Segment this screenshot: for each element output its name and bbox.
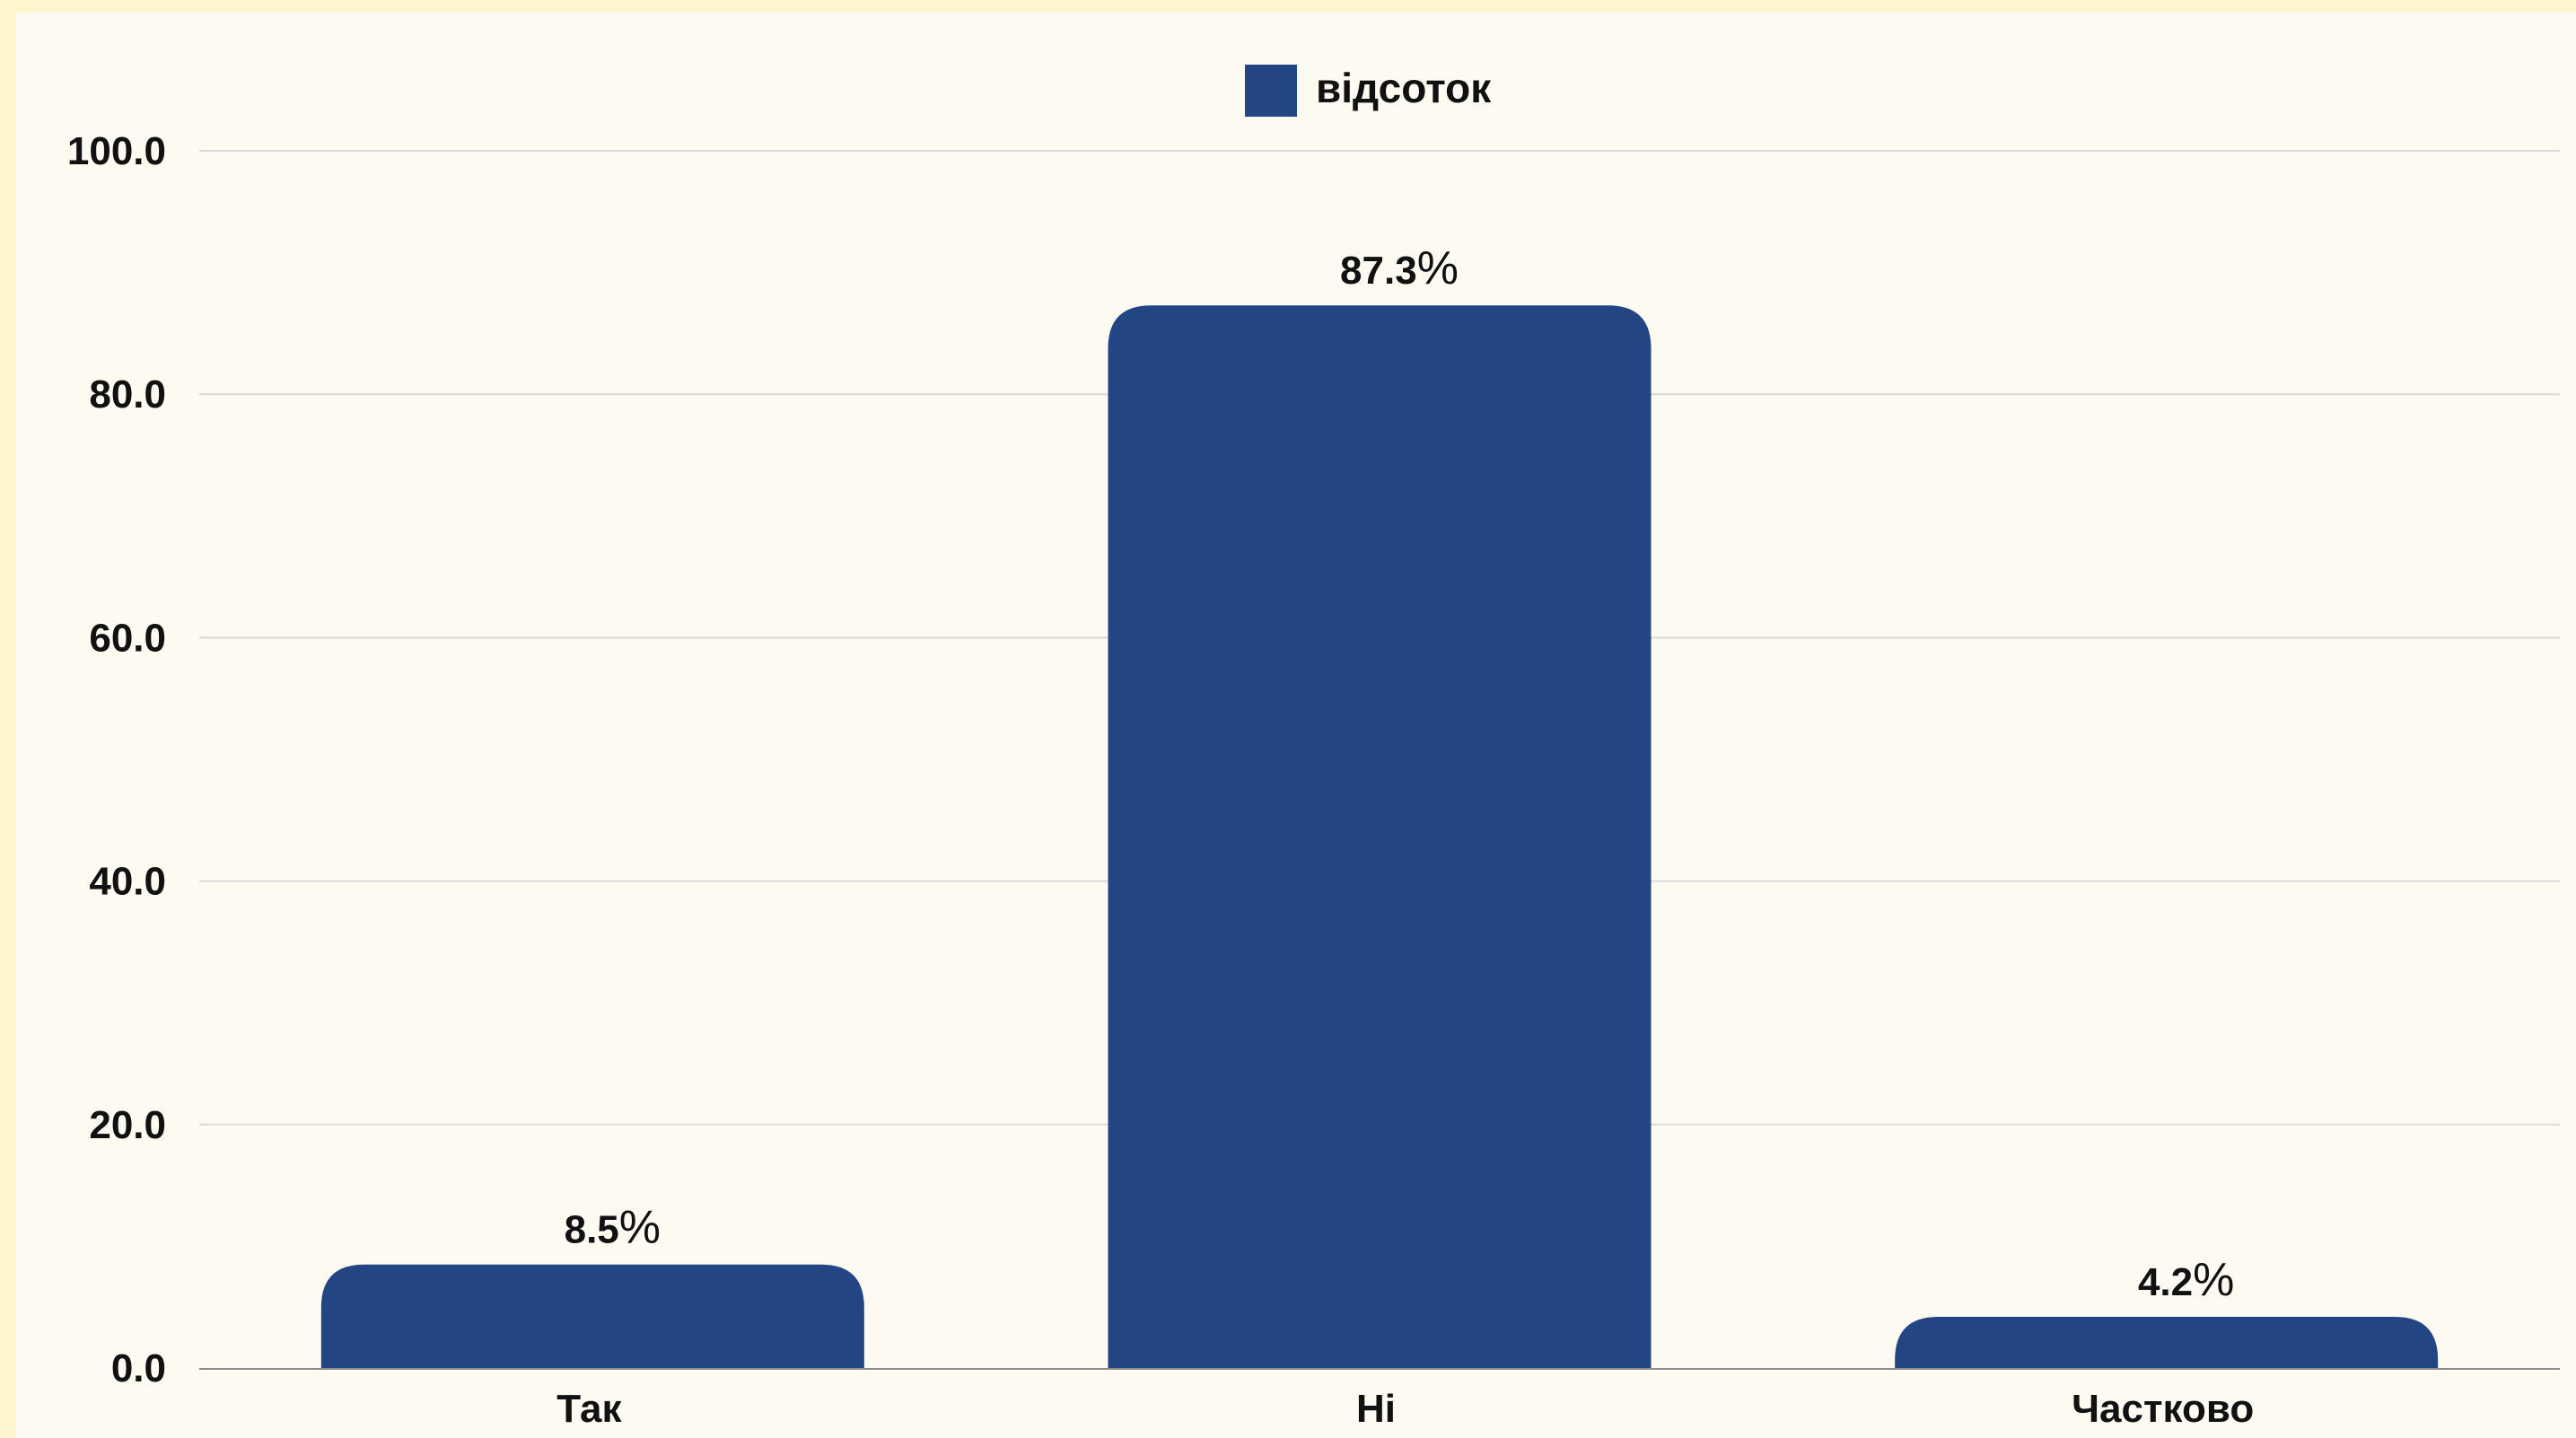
y-tick-label: 80.0 — [89, 373, 166, 416]
x-tick-label: Частково — [2072, 1387, 2254, 1431]
legend-swatch — [1245, 65, 1297, 117]
bar-2 — [1108, 305, 1652, 1368]
x-tick-label: Так — [556, 1387, 622, 1431]
legend-label: відсоток — [1316, 65, 1492, 111]
value-label: 87.3% — [1340, 242, 1459, 294]
y-tick-label: 20.0 — [89, 1103, 166, 1147]
y-axis-tick-labels: 0.0 20.0 40.0 60.0 80.0 100.0 — [67, 129, 166, 1390]
x-axis-tick-labels: Так Ні Частково — [556, 1387, 2254, 1431]
legend: відсоток — [1245, 65, 1492, 117]
y-tick-label: 40.0 — [89, 860, 166, 904]
value-label: 4.2% — [2138, 1254, 2234, 1306]
x-tick-label: Ні — [1356, 1387, 1396, 1431]
y-tick-label: 0.0 — [111, 1346, 166, 1390]
value-label: 8.5% — [565, 1202, 661, 1254]
y-tick-label: 100.0 — [67, 129, 166, 173]
y-tick-label: 60.0 — [89, 616, 166, 660]
bar-3 — [1895, 1317, 2438, 1368]
bar-1 — [321, 1265, 864, 1368]
